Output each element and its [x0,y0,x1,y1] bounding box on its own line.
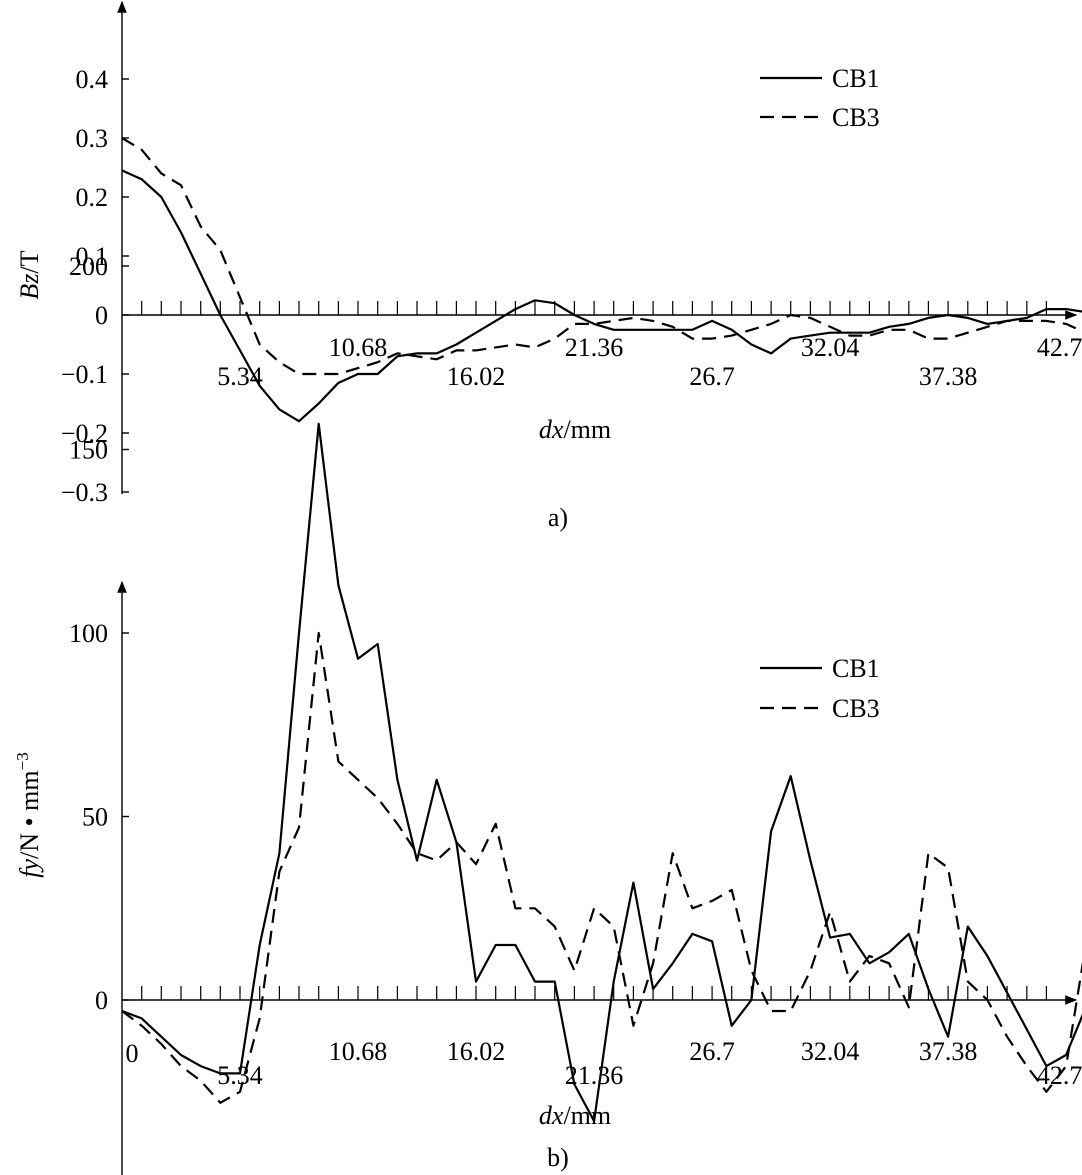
legend-label-cb3-a: CB3 [832,103,880,132]
panel-caption-b: b) [547,1143,569,1172]
x-axis-label-b: dx/mm [539,1101,611,1130]
legend-label-cb1-a: CB1 [832,64,880,93]
x-tick-label: 26.7 [689,362,735,391]
x-axis-label-unit-b: /mm [563,1101,611,1130]
x-axis-label-a: dx/mm [539,415,611,444]
series-line-cb1-a [121,169,1082,423]
y-tick-label: −50 [67,1170,108,1175]
y-tick-label: 0.2 [76,183,109,212]
y-tick-label: −0.2 [61,419,108,448]
x-tick-label: 26.7 [689,1037,735,1066]
y-axis-label-sup-b: −3 [13,752,32,770]
x-tick-label: 10.68 [329,1037,388,1066]
y-tick-label: 0.3 [76,124,109,153]
x-tick-label: 16.02 [447,1037,506,1066]
x-tick-label: 5.34 [217,362,263,391]
y-tick-label: 0.4 [76,65,109,94]
series-layer-a [121,137,1082,423]
x-tick-label: 32.04 [801,1037,860,1066]
x-tick-label: 42.72 [1037,333,1082,362]
y-tick-label: 0 [95,301,108,330]
chart-panel-a: 0.4 0.3 0.2 0.1 0 −0.1 −0.2 −0.3 5.34 10.68 16.02… [15,0,1082,532]
panel-caption-a: a) [548,503,568,532]
x-tick-label: 37.38 [919,1037,978,1066]
x-tick-label: 5.34 [217,1061,263,1090]
y-tick-label: 50 [82,803,108,832]
x-tick-label: 37.38 [919,362,978,391]
x-tick-label: 21.36 [565,1061,624,1090]
x-minor-ticks-b [141,986,1048,1000]
x-tick-label: 32.04 [801,333,860,362]
y-tick-label: −0.1 [61,360,108,389]
series-line-cb1-b [121,422,1082,1123]
y-tick-label: 0 [95,986,108,1015]
legend-b: CB1 CB3 [760,654,880,723]
x-tick-labels-a: 5.34 10.68 16.02 21.36 26.7 32.04 37.38 42.72 [217,333,1082,391]
y-axis-label-a: Bz/T [15,250,44,299]
y-tick-label: 150 [69,436,108,465]
series-line-cb3-b [121,631,1082,1104]
x-minor-ticks-a [141,301,1048,315]
x-tick-label: 42.72 [1037,1061,1082,1090]
y-tick-label: 0.1 [76,242,109,271]
x-tick-label: 16.02 [447,362,506,391]
y-axis-label-var-b: fy [15,858,44,877]
series-layer-b [121,422,1082,1123]
legend-a: CB1 CB3 [760,64,880,132]
legend-label-cb3-b: CB3 [832,694,880,723]
x-tick-label: 21.36 [565,333,624,362]
x-tick-labels-b: 5.34 10.68 16.02 21.36 26.7 32.04 37.38 42.72 [217,1037,1082,1090]
series-line-cb3-a [121,137,1082,376]
legend-label-cb1-b: CB1 [832,654,880,683]
y-axis-label-b: fy/N • mm−3 [13,752,44,877]
y-tick-label: −0.3 [61,478,108,507]
x-axis-label-unit-a: /mm [563,415,611,444]
y-ticks-a: 0.4 0.3 0.2 0.1 0 −0.1 −0.2 −0.3 [61,65,129,507]
y-tick-label: 100 [69,619,108,648]
y-tick-label: 200 [69,252,108,281]
y-axis-label-unit-a: /T [15,250,44,273]
y-axis-label-var-a: Bz [15,274,44,300]
x-tick-label: 10.68 [329,333,388,362]
x-axis-label-var-a: dx [539,415,564,444]
y-axis-label-unit-b: /N • mm [15,770,44,859]
origin-label-b: 0 [126,1039,139,1068]
chart-panel-b: 200 150 100 50 0 −50 5.34 10.68 16.02 21.36 26.7 3… [13,252,1082,1175]
x-axis-label-var-b: dx [539,1101,564,1130]
y-ticks-b: 200 150 100 50 0 −50 [67,252,129,1175]
